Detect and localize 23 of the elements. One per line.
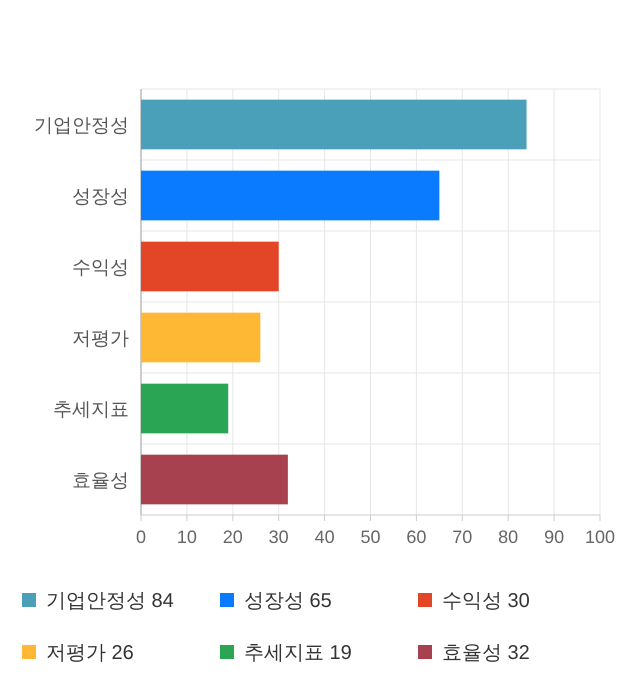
x-tick-label: 100 (584, 527, 616, 547)
y-tick-label: 기업안정성 (34, 116, 129, 136)
legend-label: 기업안정성 84 (46, 590, 174, 612)
x-tick-label: 60 (406, 527, 426, 547)
y-tick-label: 성장성 (72, 186, 129, 208)
x-tick-label: 10 (176, 527, 197, 547)
x-tick-label: 50 (360, 527, 381, 547)
x-tick-label: 20 (222, 527, 243, 547)
legend-label: 수익성 30 (442, 590, 530, 612)
x-tick-label: 40 (314, 527, 335, 547)
x-tick-label: 80 (498, 527, 518, 547)
legend-label: 저평가 26 (46, 642, 134, 664)
legend-label: 성장성 65 (244, 590, 332, 612)
y-tick-label: 추세지표 (53, 400, 129, 420)
x-tick-label: 0 (136, 527, 146, 547)
y-tick-label: 효율성 (72, 470, 129, 492)
legend-label: 효율성 32 (442, 642, 530, 664)
x-tick-label: 30 (268, 527, 289, 547)
x-tick-label: 70 (452, 527, 472, 547)
x-tick-label: 90 (544, 527, 564, 547)
y-tick-label: 수익성 (72, 258, 129, 278)
legend-label: 추세지표 19 (244, 642, 352, 664)
y-tick-label: 저평가 (72, 328, 129, 350)
